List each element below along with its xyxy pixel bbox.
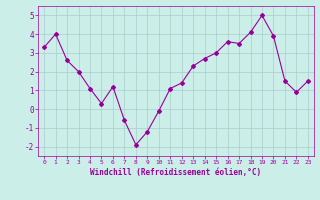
X-axis label: Windchill (Refroidissement éolien,°C): Windchill (Refroidissement éolien,°C): [91, 168, 261, 177]
